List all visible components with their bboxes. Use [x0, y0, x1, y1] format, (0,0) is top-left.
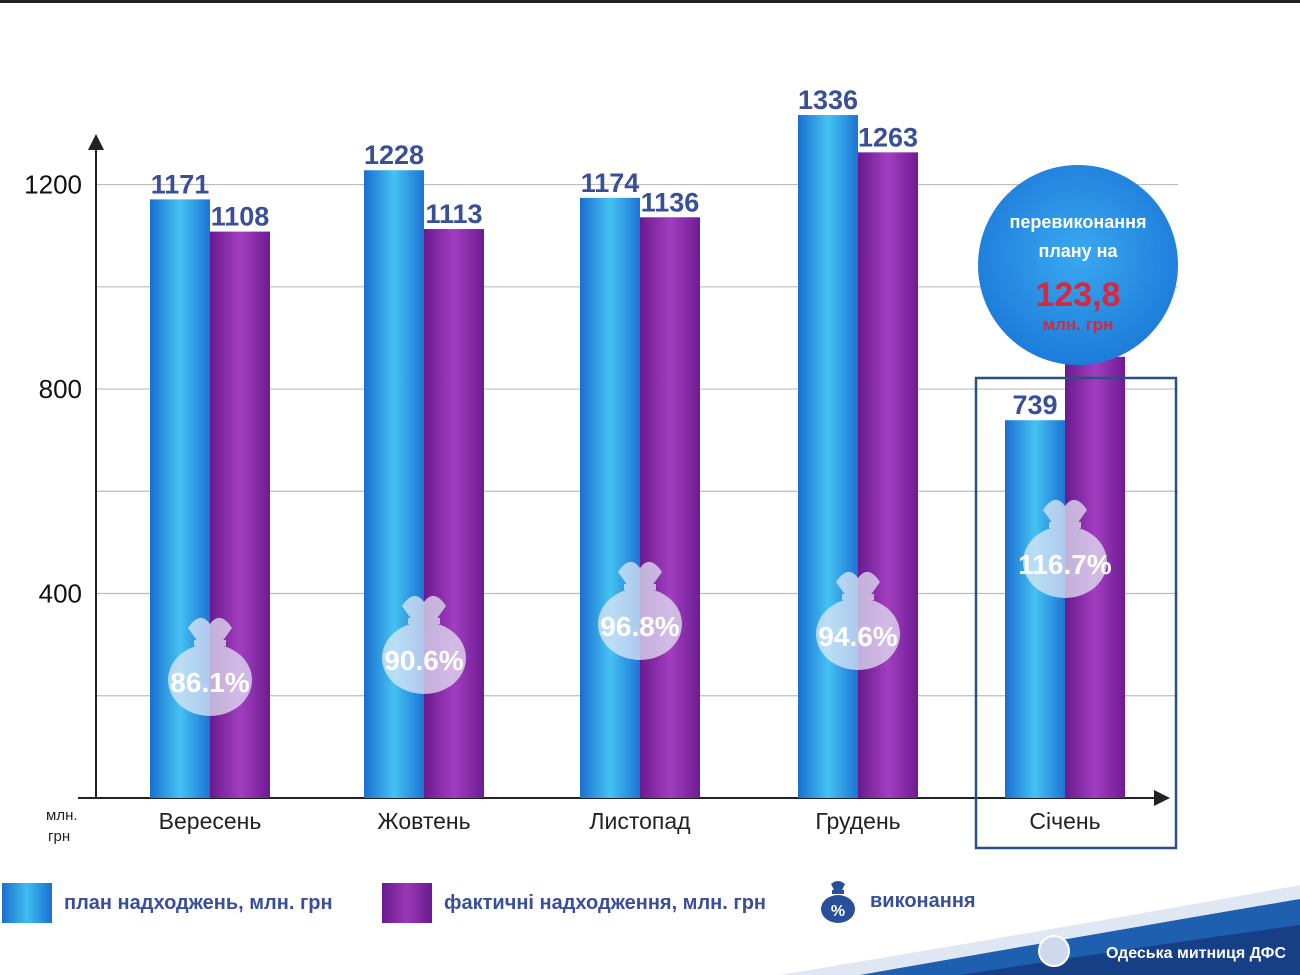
y-tick-label: 400: [39, 579, 82, 609]
y-axis-arrow: [88, 134, 104, 150]
bubble-circle: [978, 165, 1178, 365]
bag-body: [168, 644, 252, 716]
completion-label: 96.8%: [600, 611, 679, 642]
bag-tie: [1049, 522, 1081, 528]
legend-completion-label: виконання: [870, 889, 976, 912]
overfulfillment-bubble: перевиконання плану на 123,8 млн. грн: [978, 165, 1178, 365]
legend-fact: фактичні надходження, млн. грн: [382, 882, 766, 924]
bag-top: [836, 571, 880, 596]
money-bag-icon: [1023, 499, 1107, 598]
bar-fact-2: [640, 217, 700, 798]
bar-fact-3: [858, 152, 918, 799]
bar-plan-1: [364, 170, 424, 798]
bag-body: [598, 588, 682, 660]
highlight-frame: [974, 376, 1178, 850]
bag-tie: [408, 618, 440, 624]
completion-label: 90.6%: [384, 645, 463, 676]
y-tick-label: 800: [39, 374, 82, 404]
bag-tie: [624, 584, 656, 590]
category-label: Грудень: [815, 808, 900, 834]
top-border: [0, 0, 1300, 3]
legend-completion: % виконання: [818, 880, 976, 923]
bar-plan-3: [798, 115, 858, 798]
data-label-plan: 739: [1012, 390, 1057, 420]
bag-top: [618, 561, 662, 586]
bar-fact-1: [424, 229, 484, 798]
bubble-unit: млн. грн: [1043, 315, 1114, 334]
bar-plan-4: [1005, 420, 1065, 798]
bag-top: [402, 595, 446, 620]
data-label-plan: 1336: [798, 85, 858, 115]
category-label: Листопад: [589, 808, 691, 834]
bag-tie: [842, 594, 874, 600]
customs-emblem-icon: [1038, 935, 1070, 967]
data-label-plan: 1171: [151, 169, 210, 199]
bubble-line2: плану на: [1038, 241, 1118, 261]
footer-org: Одеська митниця ДФС: [1106, 945, 1286, 962]
bubble-line1: перевиконання: [1010, 212, 1147, 232]
bubble-value: 123,8: [1035, 276, 1120, 314]
data-label-fact: 1136: [641, 187, 700, 217]
category-label: Жовтень: [377, 808, 470, 834]
data-label-fact: 1108: [211, 202, 270, 232]
legend-fact-label: фактичні надходження, млн. грн: [444, 891, 767, 914]
data-label-fact: 1113: [425, 199, 482, 229]
money-bag-icon: [382, 595, 466, 694]
y-tick-label: 1200: [24, 170, 82, 200]
category-label: Січень: [1029, 808, 1100, 834]
category-label: Вересень: [159, 808, 262, 834]
x-axis-arrow: [1154, 790, 1170, 806]
bag-top: [188, 617, 232, 642]
bag-top: [1043, 499, 1087, 524]
bar-plan-2: [580, 197, 640, 798]
money-bag-icon: [816, 571, 900, 670]
data-label-plan: 1228: [364, 140, 424, 170]
legend-plan-swatch: [2, 883, 52, 923]
bag-body: [382, 622, 466, 694]
legend-bag-symbol: %: [831, 903, 845, 920]
data-label-fact: 1263: [858, 122, 918, 152]
money-bag-icon: [598, 561, 682, 660]
bag-body: [816, 598, 900, 670]
completion-label: 86.1%: [170, 667, 249, 698]
completion-label: 116.7%: [1018, 549, 1112, 580]
legend-plan-label: план надходжень, млн. грн: [64, 891, 333, 914]
money-bag-icon: [168, 617, 252, 716]
y-axis-unit: млн. грн: [46, 807, 78, 845]
legend-plan: план надходжень, млн. грн: [2, 882, 333, 924]
data-label-plan: 1174: [581, 168, 640, 198]
completion-label: 94.6%: [818, 621, 897, 652]
bag-tie: [194, 640, 226, 646]
legend-fact-swatch: [382, 883, 432, 923]
bag-body: [1023, 526, 1107, 598]
money-bag-percent-icon: %: [821, 881, 855, 923]
